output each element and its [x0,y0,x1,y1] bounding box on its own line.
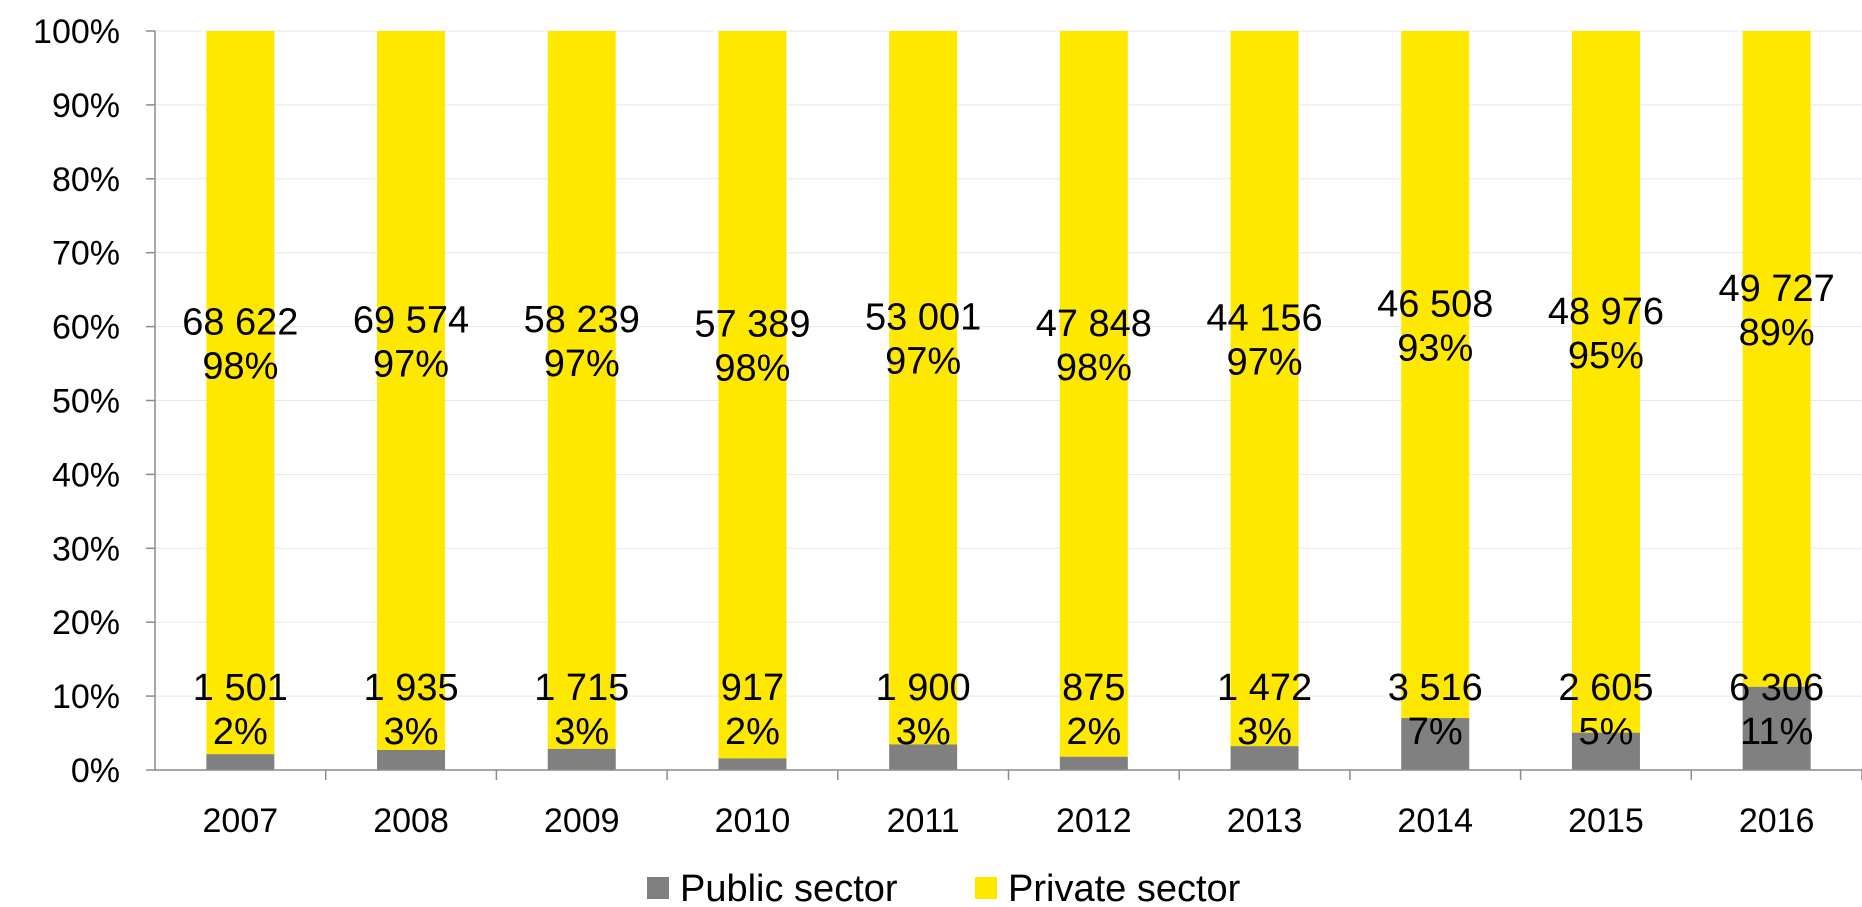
bar-public-2014 [1401,718,1470,770]
bar-public-2012 [1059,756,1128,770]
bar-public-2013 [1230,746,1299,770]
data-label-private-percent: 97% [885,341,961,383]
y-tick-label: 100% [33,13,120,51]
data-label-private-value: 46 508 [1377,284,1493,326]
x-tick-label: 2010 [715,802,791,840]
y-tick-label: 60% [52,309,120,347]
x-axis-tick-labels: 2007 2008 2009 2010 2011 2012 2013 2014 2015 2016 [203,802,1815,840]
bar-private-2010 [718,31,787,759]
data-label-public-value: 2 605 [1558,667,1653,709]
data-label-public-percent: 11% [1740,711,1813,753]
bar-public-2011 [889,744,958,770]
x-tick-label: 2008 [373,802,449,840]
legend-label-private: Private sector [1008,868,1241,907]
bar-public-2008 [377,750,446,770]
bar-public-2016 [1742,686,1811,770]
y-tick-label: 20% [52,604,120,642]
data-label-public-percent: 7% [1408,711,1463,753]
data-label-public-value: 1 935 [364,667,459,709]
data-label-private-value: 69 574 [353,300,469,342]
x-tick-label: 2009 [544,802,620,840]
y-tick-label: 0% [71,752,120,790]
data-label-public-percent: 3% [384,711,439,753]
data-label-private-percent: 89% [1739,312,1815,354]
data-label-private-value: 57 389 [694,304,810,346]
y-tick-label: 10% [52,678,120,716]
bar-public-2015 [1571,732,1640,770]
x-tick-label: 2015 [1568,802,1644,840]
legend: Public sector Private sector [647,868,1241,907]
data-label-public-value: 6 306 [1729,667,1824,709]
y-tick-label: 80% [52,161,120,199]
legend-swatch-private [975,877,997,899]
bar-private-2007 [206,31,275,755]
data-label-private-value: 53 001 [865,297,981,339]
data-label-private-percent: 95% [1568,335,1644,377]
data-label-public-value: 3 516 [1388,667,1483,709]
axes [146,30,1862,780]
data-label-private-percent: 93% [1397,328,1473,370]
data-label-private-percent: 98% [202,346,278,388]
data-label-private-value: 44 156 [1206,298,1322,340]
data-label-public-percent: 3% [1237,711,1292,753]
data-label-private-percent: 97% [1227,342,1303,384]
legend-swatch-public [647,877,669,899]
bar-private-2015 [1571,31,1640,733]
bar-public-2010 [718,758,787,770]
data-label-public-percent: 3% [896,711,951,753]
data-label-public-value: 917 [721,667,784,709]
data-label-private-percent: 97% [373,344,449,386]
data-label-public-percent: 2% [1066,711,1121,753]
data-label-private-value: 58 239 [524,299,640,341]
data-label-public-value: 875 [1062,667,1125,709]
data-label-public-value: 1 715 [534,667,629,709]
data-label-public-percent: 5% [1578,711,1633,753]
data-label-public-percent: 3% [554,711,609,753]
x-tick-label: 2013 [1227,802,1303,840]
x-tick-label: 2012 [1056,802,1132,840]
bar-private-2011 [889,31,958,745]
data-label-private-value: 49 727 [1719,268,1835,310]
data-label-public-value: 1 472 [1217,667,1312,709]
x-tick-label: 2011 [887,802,960,840]
bar-public-2007 [206,754,275,770]
bar-public-2009 [547,748,616,770]
data-label-private-percent: 98% [1056,347,1132,389]
legend-label-public: Public sector [680,868,898,907]
bars [206,31,1811,770]
y-tick-label: 70% [52,235,120,273]
bar-private-2008 [377,31,446,751]
data-label-private-value: 48 976 [1548,291,1664,333]
data-label-public-value: 1 900 [876,667,971,709]
y-tick-label: 50% [52,383,120,421]
bar-private-2013 [1230,31,1299,747]
bar-private-2012 [1059,31,1128,757]
y-tick-label: 40% [52,456,120,494]
y-axis-tick-labels: 0% 10% 20% 30% 40% 50% 60% 70% 80% 90% 100% [33,13,120,790]
x-tick-label: 2016 [1739,802,1815,840]
bar-private-2009 [547,31,616,749]
bar-private-2016 [1742,31,1811,687]
data-label-public-percent: 2% [213,711,268,753]
data-label-private-percent: 97% [544,343,620,385]
data-label-private-percent: 98% [714,348,790,390]
y-tick-label: 90% [52,87,120,125]
data-label-public-percent: 2% [725,711,780,753]
data-label-public-value: 1 501 [193,667,288,709]
y-tick-label: 30% [52,530,120,568]
data-label-private-value: 68 622 [182,302,298,344]
x-tick-label: 2014 [1397,802,1473,840]
bar-private-2014 [1401,31,1470,719]
data-label-private-value: 47 848 [1036,303,1152,345]
x-tick-label: 2007 [203,802,279,840]
